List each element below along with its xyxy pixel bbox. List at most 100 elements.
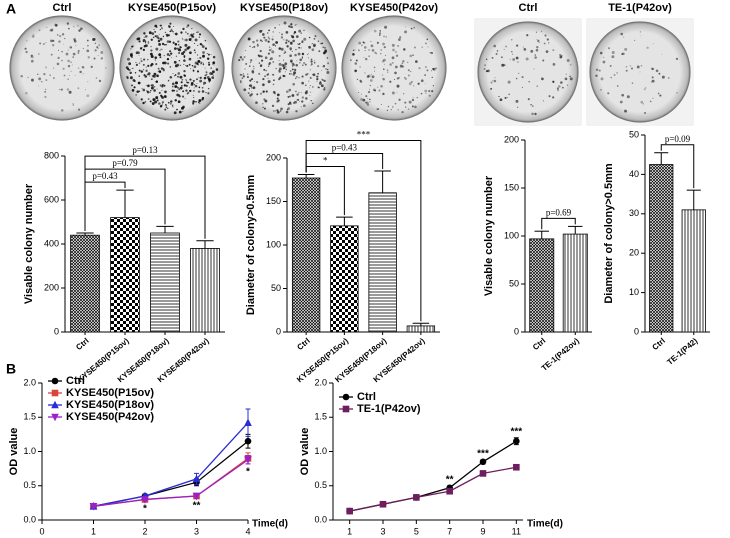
colony (629, 65, 632, 67)
colony (395, 51, 397, 53)
colony (181, 37, 183, 39)
colony (611, 51, 615, 54)
colony (160, 48, 162, 51)
colony (286, 108, 289, 111)
colony (178, 88, 181, 91)
colony (274, 45, 277, 47)
colony (262, 106, 264, 109)
colony (405, 106, 407, 108)
colony (45, 68, 47, 70)
colony (515, 77, 518, 80)
colony (324, 87, 326, 89)
colony (64, 37, 66, 40)
colony (142, 41, 144, 43)
colony (289, 47, 293, 50)
colony (72, 56, 74, 58)
colony (187, 81, 190, 84)
colony (320, 42, 322, 45)
colony (626, 95, 630, 99)
colony (44, 95, 47, 99)
colony (208, 63, 211, 66)
colony (317, 72, 319, 75)
colony (368, 49, 370, 51)
point (513, 437, 520, 445)
colony (267, 36, 270, 39)
colony (428, 94, 431, 97)
culture-dish (341, 15, 447, 121)
colony (263, 68, 266, 71)
colony (130, 54, 133, 57)
colony (54, 24, 58, 27)
colony (518, 72, 520, 74)
colony (252, 40, 255, 44)
colony (297, 98, 300, 101)
x-tick-label: TE-1(P42) (665, 336, 699, 367)
colony (491, 80, 493, 81)
colony (307, 53, 309, 55)
y-tick-label: 150 (504, 182, 519, 192)
legend-marker (51, 400, 59, 409)
colony (371, 75, 375, 79)
colony (380, 49, 382, 51)
colony (398, 38, 401, 42)
colony (276, 97, 279, 100)
colony (602, 60, 606, 64)
colony (240, 73, 243, 76)
colony (363, 46, 367, 49)
colony (411, 105, 414, 108)
colony (290, 73, 293, 75)
colony (181, 52, 185, 56)
colony (265, 69, 268, 72)
colony (323, 79, 326, 83)
colony (77, 67, 80, 69)
colony (394, 71, 397, 75)
colony (383, 79, 385, 81)
colony (366, 103, 370, 106)
colony (180, 81, 183, 84)
colony (239, 79, 242, 82)
colony (296, 99, 298, 101)
colony (661, 75, 665, 79)
colony (157, 39, 161, 43)
significance-bracket (541, 217, 576, 230)
colony (144, 100, 147, 103)
colony (291, 50, 293, 52)
colony (652, 97, 654, 99)
colony (209, 80, 212, 82)
colony (242, 75, 245, 78)
colony (408, 100, 412, 104)
colony (71, 64, 73, 66)
colony (176, 63, 180, 67)
colony (389, 63, 392, 66)
colony (354, 69, 357, 73)
colony (185, 65, 186, 66)
colony (261, 40, 263, 43)
colony (298, 77, 300, 79)
colony (93, 57, 96, 60)
colony (144, 75, 148, 78)
colony (412, 97, 414, 99)
colony (264, 99, 268, 103)
colony (138, 81, 140, 83)
colony (290, 25, 292, 27)
colony (298, 46, 301, 49)
colony (249, 79, 252, 82)
colony (179, 46, 182, 49)
colony (50, 53, 53, 56)
colony (570, 64, 572, 66)
colony (275, 41, 278, 44)
colony (197, 44, 199, 47)
colony (402, 60, 405, 63)
colony (188, 38, 192, 41)
colony (155, 35, 159, 38)
colony (184, 98, 186, 100)
colony (651, 79, 655, 83)
colony (285, 39, 288, 42)
colony (429, 52, 431, 54)
colony (640, 100, 644, 104)
colony (166, 33, 169, 36)
colony (652, 43, 654, 45)
colony (188, 57, 192, 61)
colony (259, 64, 263, 67)
colony (147, 72, 151, 75)
